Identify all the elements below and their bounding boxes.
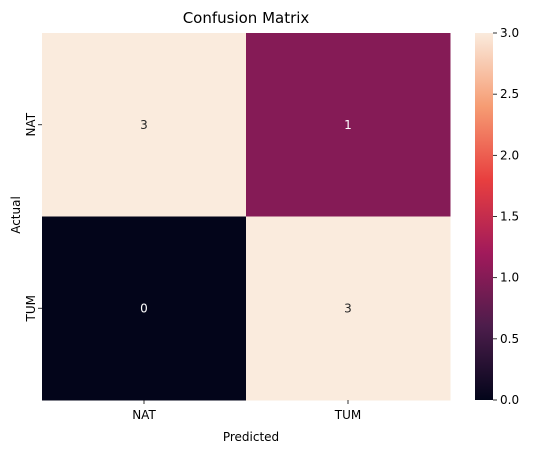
x-tick-label: NAT	[132, 408, 156, 422]
colorbar-tick-label: 1.5	[500, 210, 519, 224]
y-axis-label: Actual	[9, 196, 23, 234]
colorbar-tick-label: 0.0	[500, 393, 519, 407]
y-tick-label: TUM	[24, 295, 38, 322]
cell-annotation: 0	[140, 301, 148, 315]
heatmap-cell	[42, 33, 247, 217]
x-axis: NAT TUM	[132, 400, 361, 422]
cell-annotation: 1	[344, 118, 352, 132]
colorbar-tick-label: 1.0	[500, 271, 519, 285]
x-axis-label: Predicted	[223, 430, 279, 444]
colorbar-tick-label: 2.0	[500, 148, 519, 162]
colorbar-tick-label: 0.5	[500, 332, 519, 346]
chart-title: Confusion Matrix	[183, 9, 310, 27]
colorbar-tick-label: 2.5	[500, 87, 519, 101]
colorbar: 0.0 0.5 1.0 1.5 2.0 2.5 3.0	[475, 26, 519, 407]
heatmap-cell	[246, 216, 451, 401]
colorbar-gradient	[475, 33, 493, 400]
heatmap: 3 1 0 3	[42, 33, 451, 401]
cell-annotation: 3	[140, 118, 148, 132]
y-axis: NAT TUM	[24, 112, 42, 322]
heatmap-cell	[42, 216, 247, 401]
x-tick-label: TUM	[334, 408, 361, 422]
cell-annotation: 3	[344, 301, 352, 315]
heatmap-cell	[246, 33, 451, 217]
colorbar-tick-label: 3.0	[500, 26, 519, 40]
y-tick-label: NAT	[24, 112, 38, 136]
